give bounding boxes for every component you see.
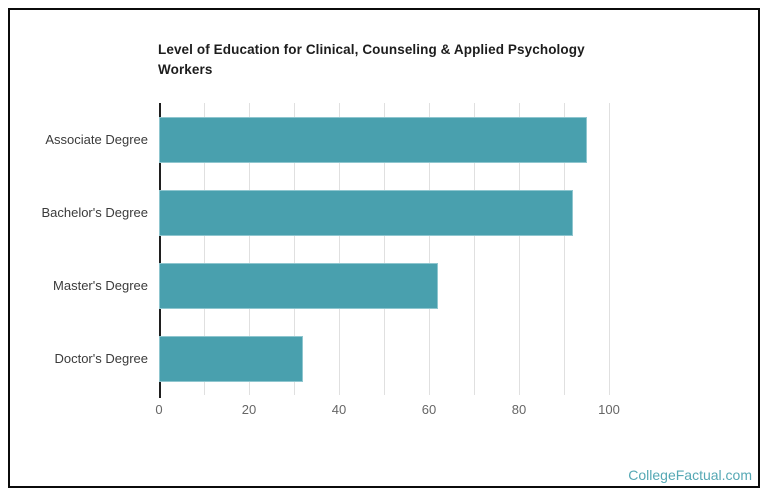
gridline [249, 103, 250, 395]
y-axis-line [159, 103, 161, 398]
x-tick-label-80: 80 [511, 402, 527, 417]
gridline [384, 103, 385, 395]
category-label-associate-degree: Associate Degree [45, 132, 148, 147]
gridline [429, 103, 430, 395]
chart-frame: Level of Education for Clinical, Counsel… [8, 8, 760, 488]
x-tick-label-0: 0 [155, 402, 163, 417]
bar-row-bachelor-s-degree [159, 176, 609, 249]
x-tick-label-60: 60 [421, 402, 437, 417]
bar-master-s-degree [159, 262, 438, 309]
category-label-master-s-degree: Master's Degree [53, 278, 148, 293]
gridline [609, 103, 610, 395]
bar-rows [159, 103, 609, 395]
x-axis-tick-labels: 0 20 40 60 80 100 [10, 402, 758, 422]
gridline [519, 103, 520, 395]
category-label-bachelor-s-degree: Bachelor's Degree [41, 205, 148, 220]
x-tick-label-20: 20 [241, 402, 257, 417]
gridline [294, 103, 295, 395]
plot-area [159, 103, 610, 398]
bar-bachelor-s-degree [159, 189, 573, 236]
category-axis-labels: Associate Degree Bachelor's Degree Master'… [10, 103, 148, 395]
chart-title: Level of Education for Clinical, Counsel… [158, 42, 585, 77]
x-tick-label-100: 100 [598, 402, 620, 417]
category-label-doctor-s-degree: Doctor's Degree [54, 351, 148, 366]
collegefactual-watermark: CollegeFactual.com [628, 467, 752, 483]
gridline [564, 103, 565, 395]
gridline [339, 103, 340, 395]
gridline [204, 103, 205, 395]
bar-doctor-s-degree [159, 335, 303, 382]
x-tick-label-40: 40 [331, 402, 347, 417]
bar-associate-degree [159, 116, 587, 163]
bar-row-doctor-s-degree [159, 322, 609, 395]
bar-row-master-s-degree [159, 249, 609, 322]
gridline [474, 103, 475, 395]
bar-row-associate-degree [159, 103, 609, 176]
